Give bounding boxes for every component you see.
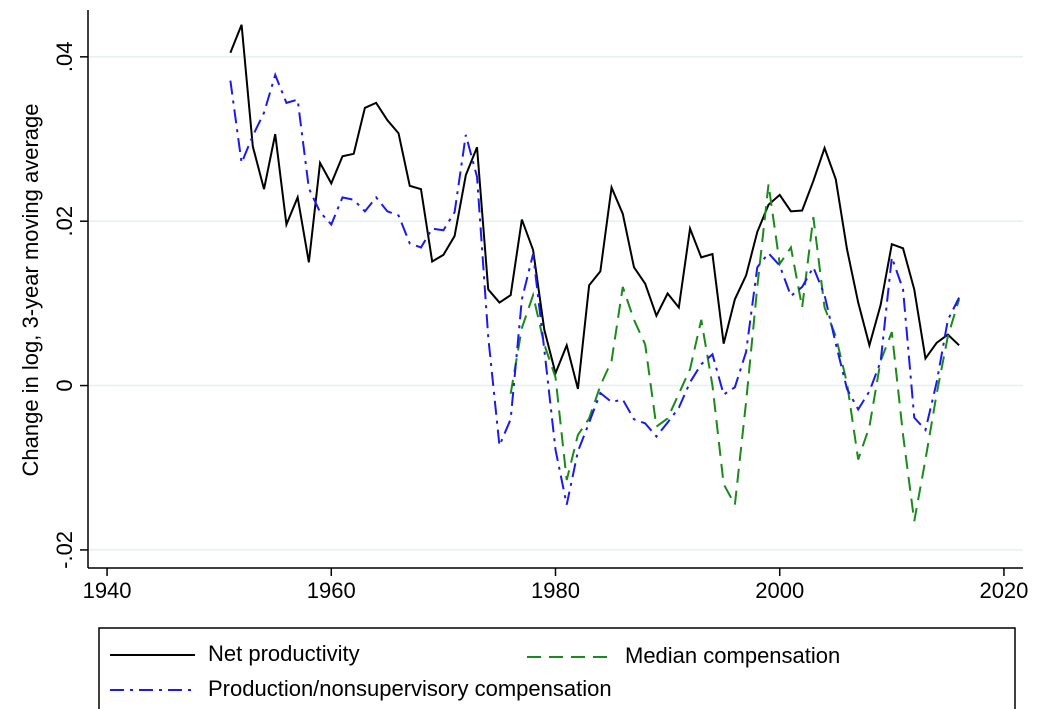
y-tick-label: .02 [52,206,77,237]
series-line [229,71,960,505]
y-tick-label: .04 [52,42,77,73]
series-line [509,184,961,522]
legend-label: Production/nonsupervisory compensation [208,676,612,701]
x-tick-label: 2020 [979,578,1028,603]
series-line [229,24,960,390]
legend-box [98,627,1016,709]
x-tick-label: 1980 [531,578,580,603]
x-tick-label: 2000 [755,578,804,603]
y-tick-label: -.02 [52,531,77,569]
legend-label: Median compensation [625,643,840,668]
y-axis-label: Change in log, 3-year moving average [18,103,43,476]
x-tick-label: 1940 [83,578,132,603]
y-tick-label: 0 [52,379,77,391]
legend-label: Net productivity [208,641,360,666]
x-tick-label: 1960 [307,578,356,603]
